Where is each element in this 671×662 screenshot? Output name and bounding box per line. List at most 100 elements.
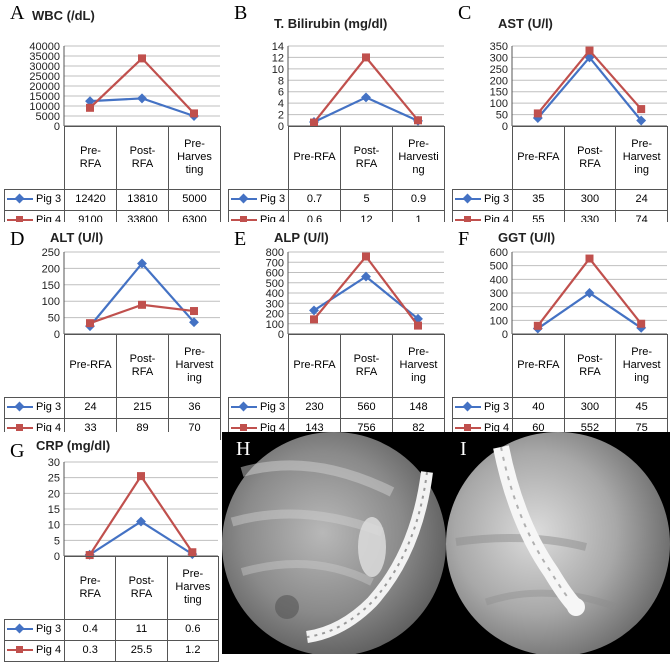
panel-a: A WBC (/dL) 0 5000 10000 15000 20000 25000 30000… (2, 2, 222, 232)
y-tick-label: 800 (266, 247, 284, 259)
panel-letter: G (10, 440, 25, 462)
table-corner (4, 556, 65, 619)
x-category-label: Pre-RFA (512, 126, 565, 190)
y-tick-label: 200 (266, 309, 284, 321)
data-point (361, 92, 371, 103)
legend-marker (231, 401, 257, 412)
data-point (136, 516, 146, 527)
x-category-label: Post- RFA (340, 126, 393, 190)
data-value-cell: 36 (168, 396, 221, 419)
series-legend-cell: Pig 3 (228, 188, 289, 211)
data-point (585, 46, 594, 55)
x-category-label: Pre-RFA (63, 556, 117, 620)
data-point (137, 258, 147, 269)
y-tick-label: 5000 (36, 111, 60, 123)
y-tick-label: 25000 (29, 71, 60, 83)
data-value-cell: 13810 (116, 188, 169, 211)
y-tick-label: 0 (502, 329, 508, 338)
data-value-cell: 12420 (64, 188, 117, 211)
legend-marker (7, 215, 33, 225)
data-value-cell: 11 (115, 618, 168, 641)
data-value-cell: 24 (64, 396, 117, 419)
y-tick-label: 350 (490, 41, 508, 53)
data-point (310, 118, 318, 127)
data-point (86, 319, 94, 328)
panel-c: C AST (U/l) 0 50 100 150 200 250 300 350 Pre-RFA Po… (450, 2, 669, 232)
data-point (86, 103, 94, 112)
panel-e: E ALP (U/l) 0 100 200 300 400 500 600 700 800 Pre-R… (226, 222, 446, 440)
data-table: Pre-RFA Post- RFA Pre- Harvest ing Pig 3 35 300 2… (452, 126, 668, 232)
series-name: Pig 3 (260, 401, 286, 413)
y-tick-label: 0 (278, 121, 284, 130)
series-name: Pig 3 (260, 193, 286, 205)
data-value-cell: 5 (340, 188, 393, 211)
table-row: Pig 3 0.4 11 0.6 (4, 618, 219, 641)
table-row: Pig 4 0.3 25.5 1.2 (4, 639, 219, 662)
data-point (85, 96, 95, 107)
data-point (85, 551, 94, 560)
y-tick-label: 300 (266, 298, 284, 310)
data-point (362, 252, 370, 261)
panel-b: B T. Bilirubin (mg/dl) 0 2 4 6 8 10 12 14 Pre-RFA P… (226, 2, 446, 232)
series-legend-cell: Pig 3 (4, 618, 65, 641)
y-tick-label: 8 (278, 75, 284, 87)
legend-marker (231, 423, 257, 433)
panel-letter: E (234, 228, 247, 250)
series-name: Pig 4 (36, 644, 62, 656)
image-letter-h: H (236, 438, 251, 460)
panel-g: G CRP (mg/dl) 0 5 10 15 20 25 30 Pre- RFA Post- RFA P… (2, 432, 220, 662)
chart-title: ALT (U/l) (50, 230, 104, 245)
series-name: Pig 3 (484, 193, 510, 205)
data-value-cell: 0.6 (166, 618, 219, 641)
series-line (536, 55, 643, 122)
x-category-label: Post- RFA (340, 334, 393, 398)
x-category-label: Pre-RFA (64, 126, 117, 190)
data-point (414, 321, 422, 330)
y-tick-label: 250 (42, 247, 60, 259)
x-category-label: Post- RFA (115, 556, 168, 620)
series-legend-cell: Pig 4 (4, 639, 65, 662)
chart-title: GGT (U/l) (498, 230, 556, 245)
data-table: Pre-RFA Post- RFA Pre- Harvesti ng Pig 3 0.7 5 0.… (228, 126, 445, 232)
y-tick-label: 600 (266, 268, 284, 280)
data-point (189, 317, 199, 328)
data-table: Pre-RFA Post- RFA Pre- Harvest ing Pig 3 230 560… (228, 334, 445, 440)
panel-letter: B (234, 2, 248, 24)
data-table: Pre- RFA Post- RFA Pre- Harves ting Pig 3 0.4 11 0… (4, 556, 219, 662)
legend-marker (455, 215, 481, 225)
data-point (533, 321, 542, 330)
panel-letter: A (10, 2, 25, 24)
y-tick-label: 200 (490, 302, 508, 314)
series-legend-cell: Pig 3 (228, 396, 289, 419)
y-tick-label: 20000 (29, 81, 60, 93)
y-tick-label: 12 (272, 52, 284, 64)
legend-marker (455, 193, 481, 204)
y-tick-label: 35000 (29, 51, 60, 63)
y-tick-label: 500 (490, 261, 508, 273)
series-name: Pig 4 (484, 422, 510, 434)
data-table: Pre-RFA Post- RFA Pre- Harvest ing Pig 3 24 215 3… (4, 334, 221, 440)
data-value-cell: 24 (615, 188, 668, 211)
data-table: Pre-RFA Post- RFA Pre- Harvest ing Pig 3 40 300 4… (452, 334, 668, 440)
chart-title: T. Bilirubin (mg/dl) (274, 16, 388, 31)
x-category-label: Pre-RFA (512, 334, 565, 398)
y-tick-label: 150 (42, 280, 60, 292)
chart-title: ALP (U/l) (274, 230, 329, 245)
data-value-cell: 5000 (168, 188, 221, 211)
y-tick-label: 0 (502, 121, 508, 130)
series-line (89, 520, 193, 556)
y-tick-label: 200 (42, 263, 60, 275)
y-tick-label: 10 (272, 64, 284, 76)
y-tick-label: 0 (54, 121, 60, 130)
legend-marker (7, 645, 33, 655)
y-tick-label: 0 (278, 329, 284, 338)
legend-marker (7, 193, 33, 204)
series-name: Pig 3 (36, 623, 62, 635)
data-point (190, 307, 198, 316)
y-tick-label: 0 (54, 329, 60, 338)
